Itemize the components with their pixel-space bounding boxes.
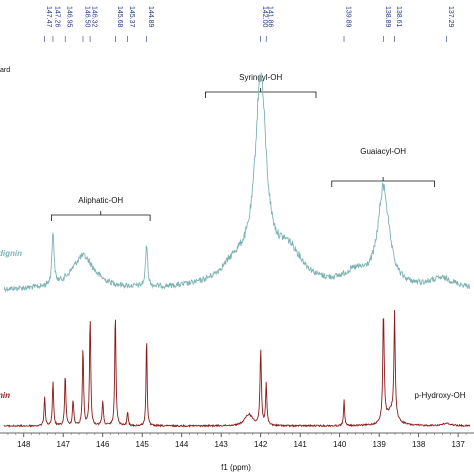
series-trace <box>3 72 471 293</box>
region-label: p-Hydroxy-OH <box>414 391 465 400</box>
peak-label: 137.29 <box>447 6 454 28</box>
peak-label: 139.89 <box>345 6 352 28</box>
x-tick-label: 144 <box>175 440 189 449</box>
x-tick-label: 143 <box>215 440 229 449</box>
peak-labels: 147.47 147.26 146.95 146.50 146.32 145.68 145.… <box>44 6 454 42</box>
region-bracket <box>331 177 435 187</box>
peak-label: 145.37 <box>128 6 135 28</box>
peak-label: 141.86 <box>267 6 274 28</box>
series-names: dignin nin <box>0 249 22 400</box>
peak-label: 145.68 <box>116 6 123 28</box>
peak-label: 147.26 <box>53 6 60 28</box>
series-trace <box>3 309 471 428</box>
x-tick-label: 146 <box>96 440 110 449</box>
x-tick-label: 137 <box>451 440 465 449</box>
series-name: nin <box>0 391 10 400</box>
peak-label: 147.47 <box>45 6 52 28</box>
x-tick-label: 139 <box>372 440 386 449</box>
region-bracket <box>205 88 317 98</box>
x-tick-label: 138 <box>412 440 426 449</box>
series-traces <box>3 72 471 428</box>
region-label: Aliphatic-OH <box>78 196 123 205</box>
peak-label: 144.89 <box>147 6 154 28</box>
x-axis-title: f1 (ppm) <box>221 463 251 472</box>
x-tick-label: 145 <box>136 440 150 449</box>
x-tick-label: 142 <box>254 440 268 449</box>
region-bracket <box>50 211 151 221</box>
corner-label: ard <box>0 67 10 74</box>
x-tick-label: 141 <box>294 440 308 449</box>
x-tick-label: 147 <box>57 440 71 449</box>
peak-label: 142.00 <box>261 6 268 28</box>
peak-label: 146.95 <box>66 6 73 28</box>
peak-label: 146.32 <box>91 6 98 28</box>
series-name: dignin <box>0 249 22 258</box>
x-tick-label: 140 <box>333 440 347 449</box>
region-brackets: Aliphatic-OHSyringyl-OHGuaiacyl-OHp-Hydr… <box>50 73 466 400</box>
x-tick-label: 148 <box>17 440 31 449</box>
peak-label: 146.50 <box>83 6 90 28</box>
region-label: Guaiacyl-OH <box>360 147 406 156</box>
peak-label: 138.61 <box>395 6 402 28</box>
x-axis: 148 147 146 145 144 143 142 141 140 139 138 137 <box>0 432 474 449</box>
peak-label: 138.89 <box>384 6 391 28</box>
